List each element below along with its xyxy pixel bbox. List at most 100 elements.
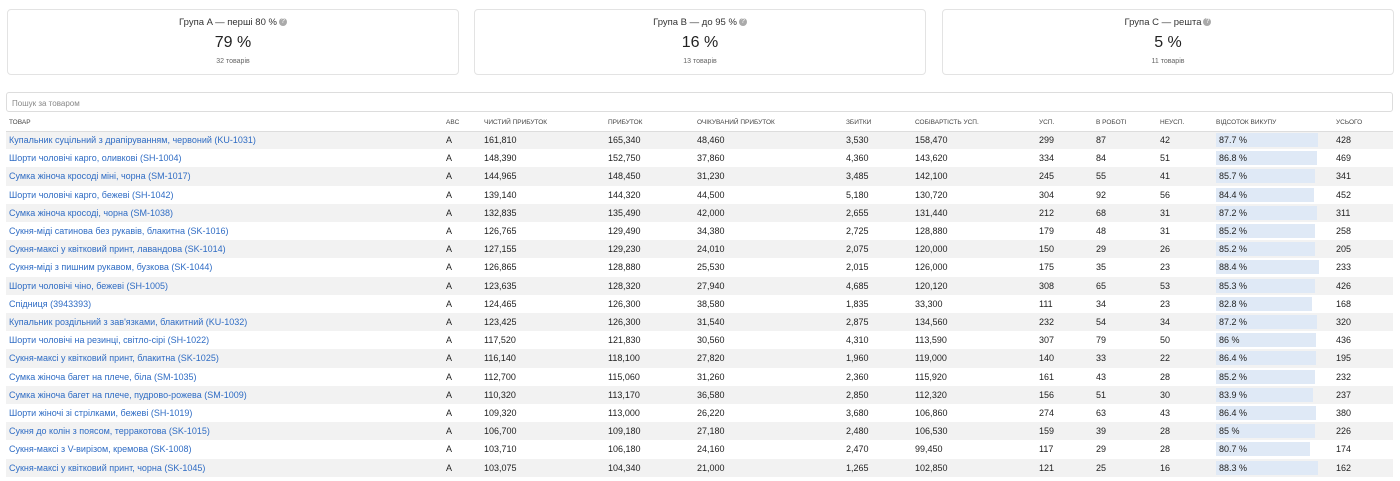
cell-value: A bbox=[446, 171, 453, 182]
cell-value: 131,440 bbox=[915, 207, 948, 218]
cell-value: 24,160 bbox=[697, 444, 725, 455]
cell-value: 99,450 bbox=[915, 444, 943, 455]
column-header[interactable]: НЕУСП. bbox=[1160, 119, 1185, 126]
cell-value: 106,700 bbox=[484, 426, 517, 437]
column-header[interactable]: ПРИБУТОК bbox=[608, 119, 643, 126]
table-row bbox=[6, 222, 1393, 241]
cell-value: 2,875 bbox=[846, 317, 869, 327]
product-link[interactable]: Шорти чоловічі карго, оливкові (SH-1004) bbox=[9, 153, 182, 164]
product-link[interactable]: Сукня-міді з пишним рукавом, бузкова (SK… bbox=[9, 262, 213, 273]
buyout-label: 85.2 % bbox=[1219, 244, 1248, 255]
buyout-bar bbox=[1216, 224, 1315, 238]
cell-value: 30,560 bbox=[697, 335, 725, 346]
cell-value: 112,700 bbox=[484, 371, 516, 382]
cell-value: 41 bbox=[1160, 171, 1171, 182]
product-link[interactable]: Сумка жіноча багет на плече, біла (SM-10… bbox=[9, 371, 197, 382]
buyout-bar bbox=[1216, 406, 1317, 420]
buyout-bar bbox=[1216, 369, 1315, 384]
cell-value: 79 bbox=[1096, 335, 1107, 346]
search-input[interactable]: Пошук за товаром bbox=[6, 92, 1393, 112]
product-link[interactable]: Спідниця (3943393) bbox=[9, 298, 92, 309]
cell-value: 158,470 bbox=[915, 135, 948, 145]
product-link[interactable]: Купальник суцільний з драпіруванням, чер… bbox=[9, 135, 256, 145]
cell-value: 36,580 bbox=[697, 389, 725, 400]
column-header[interactable]: В РОБОТІ bbox=[1096, 119, 1127, 126]
cell-value: 126,300 bbox=[608, 298, 641, 309]
buyout-label: 82.8 % bbox=[1219, 298, 1248, 309]
column-header[interactable]: СОБІВАРТІСТЬ УСП. bbox=[915, 119, 979, 126]
cell-value: 27,940 bbox=[697, 280, 725, 291]
product-link[interactable]: Сукня-максі з V-вирізом, кремова (SK-100… bbox=[9, 444, 192, 455]
buyout-label: 85 % bbox=[1219, 426, 1240, 437]
cell-value: 161 bbox=[1039, 371, 1055, 382]
column-header[interactable]: ВІДСОТОК ВИКУПУ bbox=[1216, 119, 1277, 126]
buyout-label: 88.3 % bbox=[1219, 462, 1248, 473]
cell-value: 30 bbox=[1160, 389, 1171, 400]
table-row bbox=[6, 458, 1393, 477]
cell-value: 27,820 bbox=[697, 353, 725, 364]
cell-value: A bbox=[446, 153, 453, 164]
cell-value: 142,100 bbox=[915, 171, 948, 182]
cell-value: 168 bbox=[1336, 298, 1352, 309]
product-link[interactable]: Сумка жіноча багет на плече, пудрово-рож… bbox=[9, 389, 247, 400]
column-header[interactable]: УСЬОГО bbox=[1336, 119, 1363, 126]
help-icon[interactable]: ? bbox=[278, 18, 287, 27]
cell-value: A bbox=[446, 262, 453, 273]
cell-value: 124,465 bbox=[484, 298, 517, 309]
cell-value: 104,340 bbox=[608, 462, 641, 473]
product-link[interactable]: Сукня-міді сатинова без рукавів, блакитн… bbox=[9, 226, 229, 236]
cell-value: 120,000 bbox=[915, 244, 948, 255]
cell-value: A bbox=[446, 389, 453, 400]
cell-value: 2,075 bbox=[846, 244, 869, 255]
help-icon[interactable]: ? bbox=[738, 18, 747, 27]
cell-value: 113,590 bbox=[915, 335, 947, 346]
cell-value: 118,100 bbox=[608, 353, 640, 364]
column-header[interactable]: ТОВАР bbox=[9, 119, 31, 126]
card-title-text: Група B — до 95 % bbox=[653, 17, 737, 28]
product-link[interactable]: Сукня до колін з поясом, терракотова (SK… bbox=[9, 426, 210, 437]
cell-value: 48,460 bbox=[697, 135, 725, 145]
table-row bbox=[6, 367, 1393, 386]
cell-value: 28 bbox=[1160, 371, 1171, 382]
cell-value: 110,320 bbox=[484, 389, 516, 400]
cell-value: 42 bbox=[1160, 135, 1171, 145]
card-value: 79 % bbox=[214, 34, 252, 51]
column-header[interactable]: ОЧІКУВАНИЙ ПРИБУТОК bbox=[697, 119, 775, 126]
product-link[interactable]: Сумка жіноча кросоді, чорна (SM-1038) bbox=[9, 207, 174, 218]
product-link[interactable]: Сукня-максі у квітковий принт, блакитна … bbox=[9, 353, 219, 364]
buyout-label: 86 % bbox=[1219, 335, 1240, 346]
table-row bbox=[6, 422, 1393, 441]
product-link[interactable]: Сумка жіноча кросоді міні, чорна (SM-101… bbox=[9, 171, 191, 182]
table-row bbox=[6, 167, 1393, 186]
cell-value: 42,000 bbox=[697, 207, 725, 218]
cell-value: 24,010 bbox=[697, 244, 725, 255]
cell-value: 380 bbox=[1336, 408, 1352, 418]
product-link[interactable]: Сукня-максі у квітковий принт, чорна (SK… bbox=[9, 462, 206, 473]
cell-value: 123,425 bbox=[484, 317, 517, 327]
cell-value: 55 bbox=[1096, 171, 1107, 182]
buyout-bar bbox=[1216, 260, 1319, 275]
cell-value: 308 bbox=[1039, 280, 1055, 291]
cell-value: 2,725 bbox=[846, 226, 869, 236]
column-header[interactable]: ABC bbox=[446, 119, 460, 126]
cell-value: 428 bbox=[1336, 135, 1352, 145]
cell-value: 53 bbox=[1160, 280, 1171, 291]
column-header[interactable]: ЗБИТКИ bbox=[846, 119, 872, 126]
product-link[interactable]: Шорти чоловічі чіно, бежеві (SH-1005) bbox=[9, 280, 168, 291]
cell-value: 130,720 bbox=[915, 189, 948, 200]
table-row bbox=[6, 276, 1393, 295]
help-icon[interactable]: ? bbox=[1203, 18, 1212, 27]
product-link[interactable]: Шорти жіночі зі стрілками, бежеві (SH-10… bbox=[9, 408, 193, 418]
buyout-label: 87.2 % bbox=[1219, 207, 1248, 218]
buyout-label: 86.8 % bbox=[1219, 153, 1248, 164]
product-link[interactable]: Купальник роздільний з зав'язками, блаки… bbox=[9, 317, 248, 327]
product-link[interactable]: Шорти чоловічі карго, бежеві (SH-1042) bbox=[9, 189, 174, 200]
column-header[interactable]: УСП. bbox=[1039, 119, 1055, 126]
column-header[interactable]: ЧИСТИЙ ПРИБУТОК bbox=[484, 119, 548, 126]
product-link[interactable]: Сукня-максі у квітковий принт, лавандова… bbox=[9, 244, 226, 255]
cell-value: 121 bbox=[1039, 462, 1055, 473]
cell-value: 21,000 bbox=[697, 462, 725, 473]
table-row bbox=[6, 203, 1393, 222]
product-link[interactable]: Шорти чоловічі на резинці, світло-сірі (… bbox=[9, 335, 210, 346]
cell-value: 144,965 bbox=[484, 171, 517, 182]
